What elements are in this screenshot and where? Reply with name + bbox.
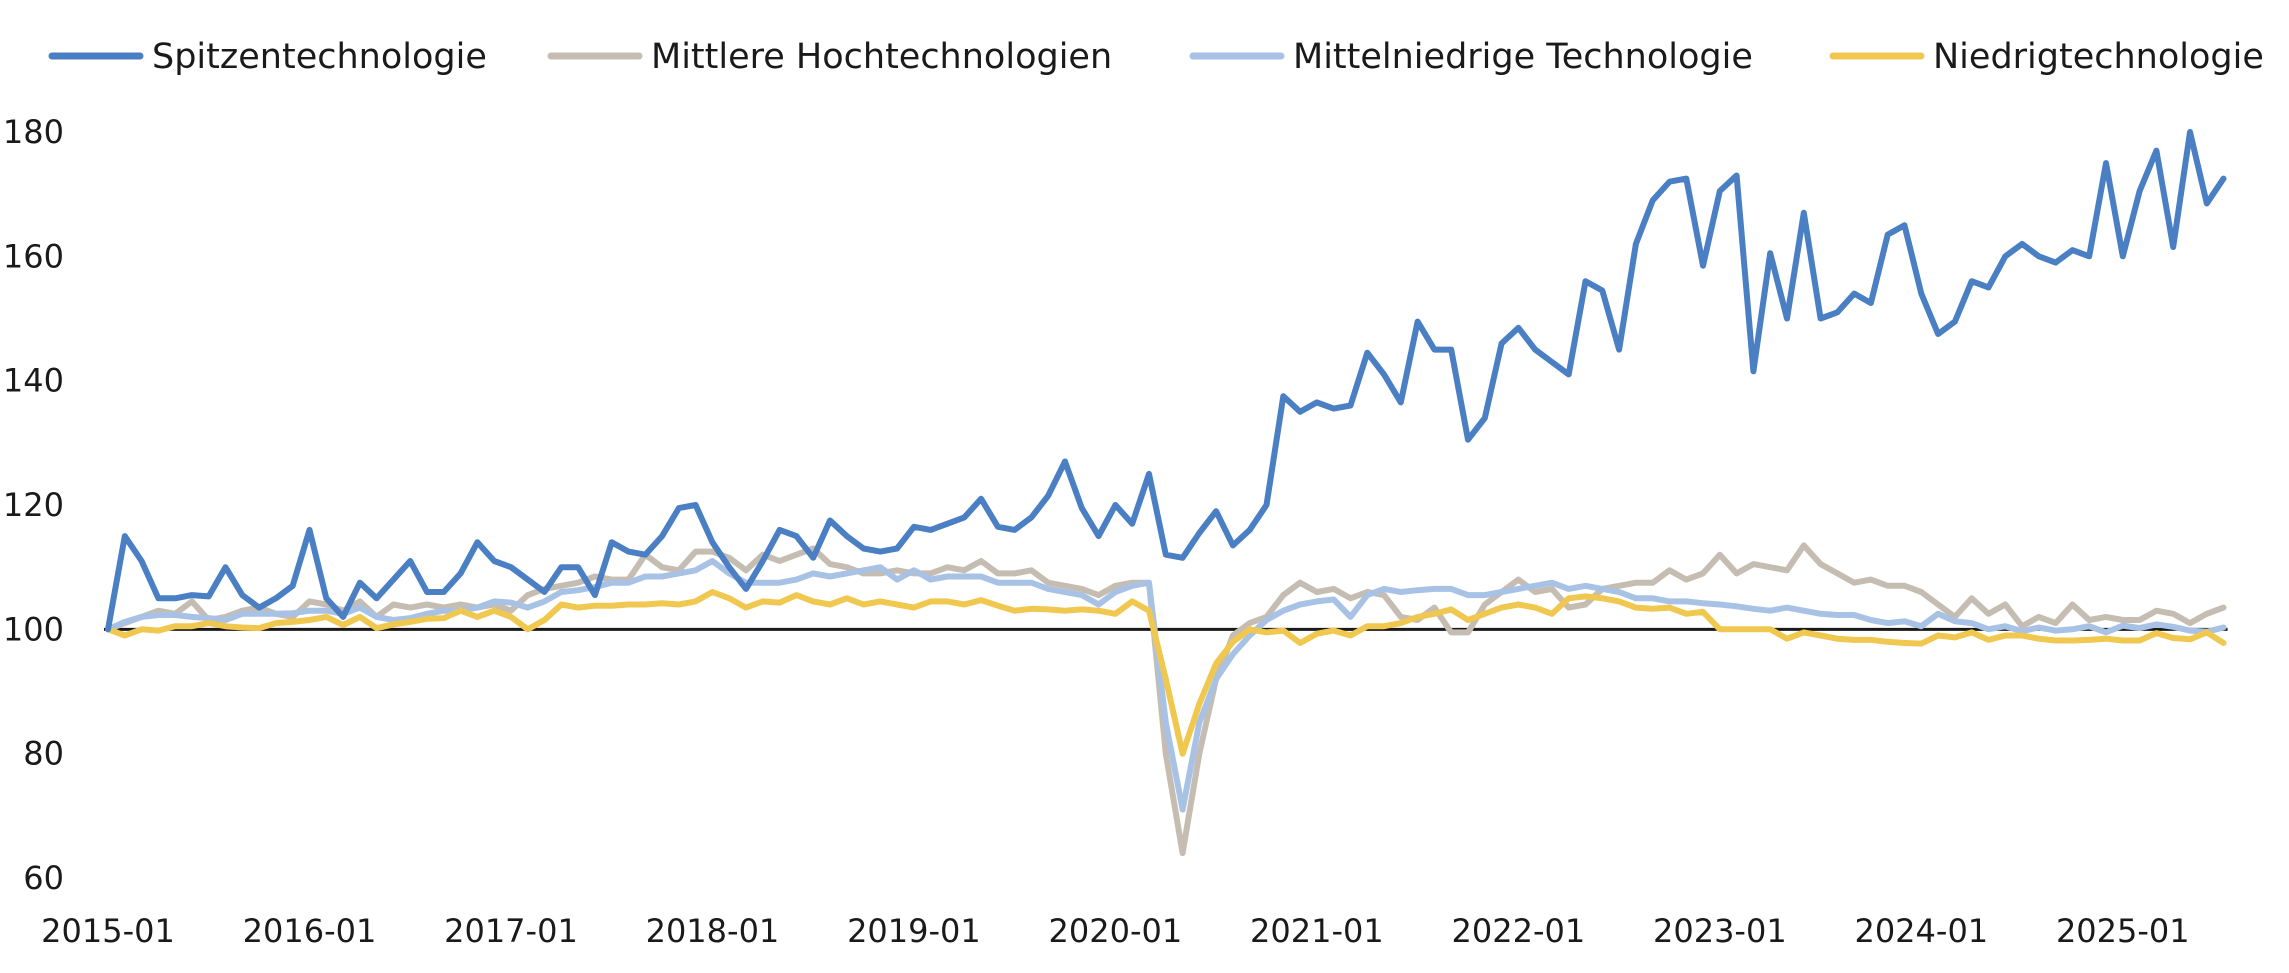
x-tick-label: 2021-01 xyxy=(1250,912,1384,950)
legend-item: Spitzentechnologie xyxy=(48,37,487,77)
y-tick-label: 180 xyxy=(3,113,64,151)
y-tick-label: 160 xyxy=(3,237,64,275)
x-tick-label: 2019-01 xyxy=(847,912,981,950)
legend-label: Mittelniedrige Technologie xyxy=(1293,37,1753,77)
legend-label: Niedrigtechnologie xyxy=(1933,37,2264,77)
series-line-0 xyxy=(105,129,2227,633)
x-tick-label: 2016-01 xyxy=(243,912,377,950)
legend-item: Niedrigtechnologie xyxy=(1829,37,2264,77)
y-tick-label: 80 xyxy=(23,735,64,773)
x-tick-label: 2025-01 xyxy=(2056,912,2190,950)
x-tick-label: 2018-01 xyxy=(646,912,780,950)
series-lines xyxy=(105,129,2227,857)
legend-item: Mittlere Hochtechnologien xyxy=(547,37,1112,77)
x-tick-label: 2015-01 xyxy=(41,912,175,950)
x-tick-label: 2023-01 xyxy=(1653,912,1787,950)
series-line-3 xyxy=(105,589,2227,757)
x-tick-label: 2017-01 xyxy=(444,912,578,950)
y-tick-label: 100 xyxy=(3,610,64,648)
legend-item: Mittelniedrige Technologie xyxy=(1189,37,1753,77)
y-axis: 60 80 100 120 140 160 180 xyxy=(3,113,64,897)
legend-label: Spitzentechnologie xyxy=(152,37,487,77)
legend: Spitzentechnologie Mittlere Hochtechnolog… xyxy=(48,37,2264,77)
y-tick-label: 140 xyxy=(3,362,64,400)
x-tick-label: 2020-01 xyxy=(1049,912,1183,950)
legend-label: Mittlere Hochtechnologien xyxy=(651,37,1112,77)
series-line-1 xyxy=(105,542,2227,857)
x-tick-label: 2022-01 xyxy=(1452,912,1586,950)
x-axis: 2015-01 2016-01 2017-01 2018-01 2019-01 2020-… xyxy=(41,912,2190,950)
y-tick-label: 120 xyxy=(3,486,64,524)
x-tick-label: 2024-01 xyxy=(1854,912,1988,950)
y-tick-label: 60 xyxy=(23,859,64,897)
